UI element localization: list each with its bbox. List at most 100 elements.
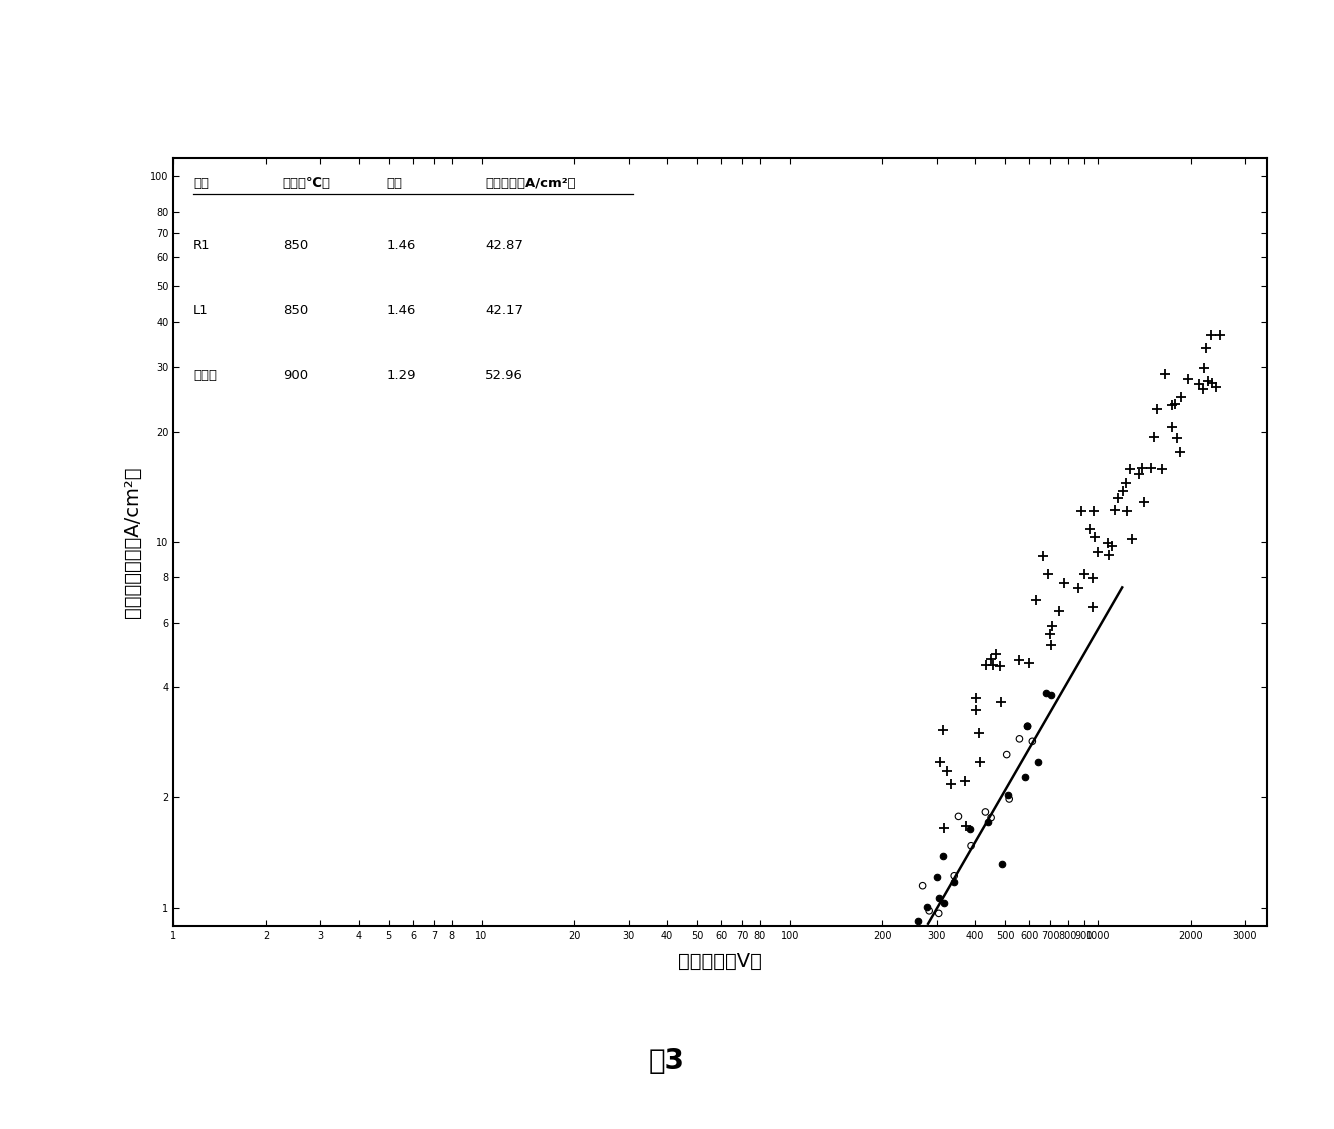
Point [1127, 465, 1149, 483]
Point [976, 813, 998, 831]
Point [1209, 326, 1230, 344]
Point [970, 753, 991, 771]
Point [955, 817, 976, 835]
Point [1027, 753, 1049, 771]
Text: 电流密度（A/cm²）: 电流密度（A/cm²） [486, 177, 576, 191]
Point [1067, 579, 1089, 597]
Text: 1.29: 1.29 [387, 369, 416, 383]
Point [1170, 387, 1191, 405]
Text: 斜率: 斜率 [387, 177, 403, 191]
Point [1195, 339, 1217, 357]
Point [1098, 546, 1119, 564]
Point [907, 912, 928, 930]
Point [996, 745, 1018, 763]
Point [1083, 501, 1105, 519]
Point [1134, 492, 1155, 510]
Point [980, 649, 1002, 667]
Point [930, 753, 951, 771]
Point [936, 762, 958, 780]
Point [1119, 460, 1141, 478]
Point [1018, 655, 1039, 673]
Point [1071, 501, 1093, 519]
Text: 形式: 形式 [193, 177, 209, 191]
Point [1146, 400, 1167, 418]
Point [1197, 371, 1218, 390]
Text: 1.46: 1.46 [387, 304, 416, 317]
Point [1041, 685, 1062, 703]
Point [1035, 684, 1057, 702]
X-axis label: 阳极电压（V）: 阳极电压（V） [679, 952, 762, 971]
Text: 42.87: 42.87 [486, 238, 523, 252]
Point [966, 689, 987, 707]
Point [943, 873, 964, 891]
Point [1082, 569, 1103, 587]
Point [1038, 564, 1059, 583]
Text: 图3: 图3 [650, 1048, 684, 1075]
Point [928, 890, 950, 908]
Point [1131, 460, 1153, 478]
Point [1102, 537, 1123, 555]
Point [966, 701, 987, 719]
Point [1085, 527, 1106, 545]
Point [998, 786, 1019, 804]
Point [1098, 534, 1119, 552]
Text: 氧化铝: 氧化铝 [193, 369, 217, 383]
Point [1074, 564, 1095, 583]
Point [927, 868, 948, 886]
Point [1017, 717, 1038, 735]
Point [960, 837, 982, 855]
Point [954, 772, 975, 790]
Point [940, 774, 962, 793]
Point [1087, 543, 1109, 561]
Text: 42.17: 42.17 [486, 304, 523, 317]
Point [975, 656, 996, 674]
Text: R1: R1 [193, 238, 211, 252]
Point [1141, 460, 1162, 478]
Point [919, 902, 940, 920]
Point [980, 808, 1002, 826]
Point [1113, 482, 1134, 500]
Point [1117, 501, 1138, 519]
Point [968, 724, 990, 742]
Point [990, 693, 1011, 711]
Text: 900: 900 [283, 369, 308, 383]
Point [984, 645, 1006, 663]
Point [1014, 768, 1035, 786]
Point [1194, 359, 1215, 377]
Point [1054, 574, 1075, 592]
Point [983, 656, 1005, 674]
Point [1189, 375, 1210, 393]
Point [1026, 590, 1047, 609]
Point [999, 790, 1021, 808]
Point [1082, 597, 1103, 615]
Point [1049, 602, 1070, 620]
Point [1041, 636, 1062, 654]
Point [1201, 374, 1222, 392]
Text: 850: 850 [283, 304, 308, 317]
Point [1154, 365, 1175, 383]
Point [1161, 418, 1182, 436]
Point [1009, 729, 1030, 747]
Point [932, 847, 954, 865]
Point [1033, 546, 1054, 564]
Point [975, 803, 996, 821]
Text: 1.46: 1.46 [387, 238, 416, 252]
Y-axis label: 阴极电流密度（A/cm²）: 阴极电流密度（A/cm²） [123, 466, 141, 618]
Point [934, 894, 955, 912]
Point [991, 855, 1013, 873]
Point [1107, 489, 1129, 507]
Point [943, 867, 964, 885]
Point [988, 657, 1010, 675]
Point [932, 720, 954, 738]
Point [1022, 733, 1043, 751]
Point [1169, 444, 1190, 462]
Text: 温度（℃）: 温度（℃） [283, 177, 331, 191]
Point [1193, 380, 1214, 399]
Point [959, 820, 980, 838]
Point [1105, 501, 1126, 519]
Point [928, 904, 950, 922]
Point [1115, 474, 1137, 492]
Text: 52.96: 52.96 [486, 369, 523, 383]
Point [1201, 326, 1222, 344]
Point [1177, 370, 1198, 388]
